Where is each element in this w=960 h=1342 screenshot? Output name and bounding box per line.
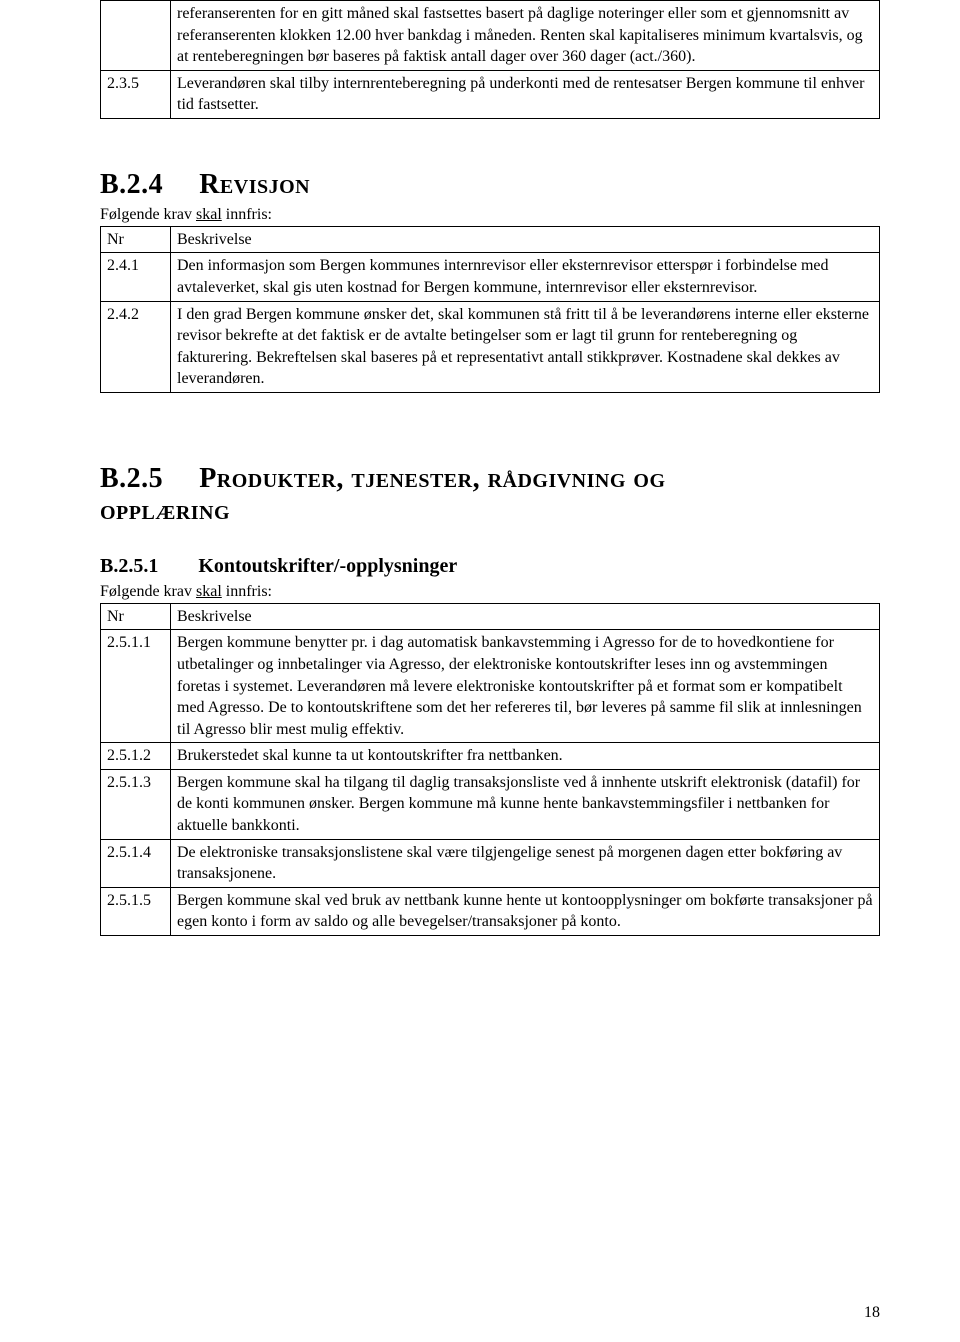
- intro-pre: Følgende krav: [100, 206, 196, 223]
- table-b251: Nr Beskrivelse 2.5.1.1 Bergen kommune be…: [100, 603, 880, 936]
- cell-desc: Bergen kommune skal ved bruk av nettbank…: [171, 887, 880, 935]
- intro-b24: Følgende krav skal innfris:: [100, 205, 880, 226]
- table-row: 2.4.2 I den grad Bergen kommune ønsker d…: [101, 301, 880, 392]
- table-b24: Nr Beskrivelse 2.4.1 Den informasjon som…: [100, 226, 880, 393]
- header-nr: Nr: [101, 603, 171, 630]
- section-b24: B.2.4 Revisjon Følgende krav skal innfris…: [100, 169, 880, 393]
- cell-desc: Bergen kommune skal ha tilgang til dagli…: [171, 769, 880, 839]
- cell-nr: [101, 1, 171, 71]
- table-row: 2.5.1.3 Bergen kommune skal ha tilgang t…: [101, 769, 880, 839]
- heading-title-line1: Produkter, tjenester, rådgivning og: [199, 463, 665, 494]
- cell-nr: 2.5.1.5: [101, 887, 171, 935]
- header-desc: Beskrivelse: [171, 603, 880, 630]
- cell-nr: 2.4.2: [101, 301, 171, 392]
- subheading-title: Kontoutskrifter/-opplysninger: [198, 555, 457, 577]
- table-row: 2.5.1.1 Bergen kommune benytter pr. i da…: [101, 630, 880, 743]
- heading-title: Revisjon: [199, 169, 310, 200]
- intro-post: innfris:: [222, 583, 272, 600]
- cell-desc: I den grad Bergen kommune ønsker det, sk…: [171, 301, 880, 392]
- section-b25: B.2.5 Produkter, tjenester, rådgivning og…: [100, 463, 880, 936]
- heading-num: B.2.5: [100, 463, 163, 494]
- heading-b24: B.2.4 Revisjon: [100, 169, 880, 201]
- cell-desc: Den informasjon som Bergen kommunes inte…: [171, 253, 880, 301]
- cell-desc: De elektroniske transaksjonslistene skal…: [171, 839, 880, 887]
- cell-nr: 2.3.5: [101, 70, 171, 118]
- table-row: 2.5.1.5 Bergen kommune skal ved bruk av …: [101, 887, 880, 935]
- heading-b251: B.2.5.1 Kontoutskrifter/-opplysninger: [100, 555, 880, 578]
- table-header-row: Nr Beskrivelse: [101, 226, 880, 253]
- intro-underline: skal: [196, 206, 222, 223]
- table-row: 2.5.1.2 Brukerstedet skal kunne ta ut ko…: [101, 743, 880, 770]
- intro-pre: Følgende krav: [100, 583, 196, 600]
- cell-desc: referanserenten for en gitt måned skal f…: [171, 1, 880, 71]
- page: referanserenten for en gitt måned skal f…: [0, 0, 960, 1342]
- cell-desc: Bergen kommune benytter pr. i dag automa…: [171, 630, 880, 743]
- page-number: 18: [864, 1304, 880, 1322]
- cell-desc: Brukerstedet skal kunne ta ut kontoutskr…: [171, 743, 880, 770]
- table-header-row: Nr Beskrivelse: [101, 603, 880, 630]
- intro-post: innfris:: [222, 206, 272, 223]
- subheading-num: B.2.5.1: [100, 555, 158, 577]
- heading-b25: B.2.5 Produkter, tjenester, rådgivning og: [100, 463, 880, 495]
- table-row: 2.5.1.4 De elektroniske transaksjonslist…: [101, 839, 880, 887]
- cell-nr: 2.5.1.2: [101, 743, 171, 770]
- cell-nr: 2.4.1: [101, 253, 171, 301]
- header-desc: Beskrivelse: [171, 226, 880, 253]
- cell-desc: Leverandøren skal tilby internrentebereg…: [171, 70, 880, 118]
- intro-b251: Følgende krav skal innfris:: [100, 582, 880, 603]
- heading-title-line2: opplæring: [100, 495, 230, 526]
- heading-b25-line2: opplæring: [100, 495, 880, 527]
- table-row: 2.4.1 Den informasjon som Bergen kommune…: [101, 253, 880, 301]
- cell-nr: 2.5.1.1: [101, 630, 171, 743]
- table-row: referanserenten for en gitt måned skal f…: [101, 1, 880, 71]
- header-nr: Nr: [101, 226, 171, 253]
- heading-num: B.2.4: [100, 169, 163, 200]
- table-2-3-cont: referanserenten for en gitt måned skal f…: [100, 0, 880, 119]
- table-row: 2.3.5 Leverandøren skal tilby internrent…: [101, 70, 880, 118]
- cell-nr: 2.5.1.4: [101, 839, 171, 887]
- intro-underline: skal: [196, 583, 222, 600]
- cell-nr: 2.5.1.3: [101, 769, 171, 839]
